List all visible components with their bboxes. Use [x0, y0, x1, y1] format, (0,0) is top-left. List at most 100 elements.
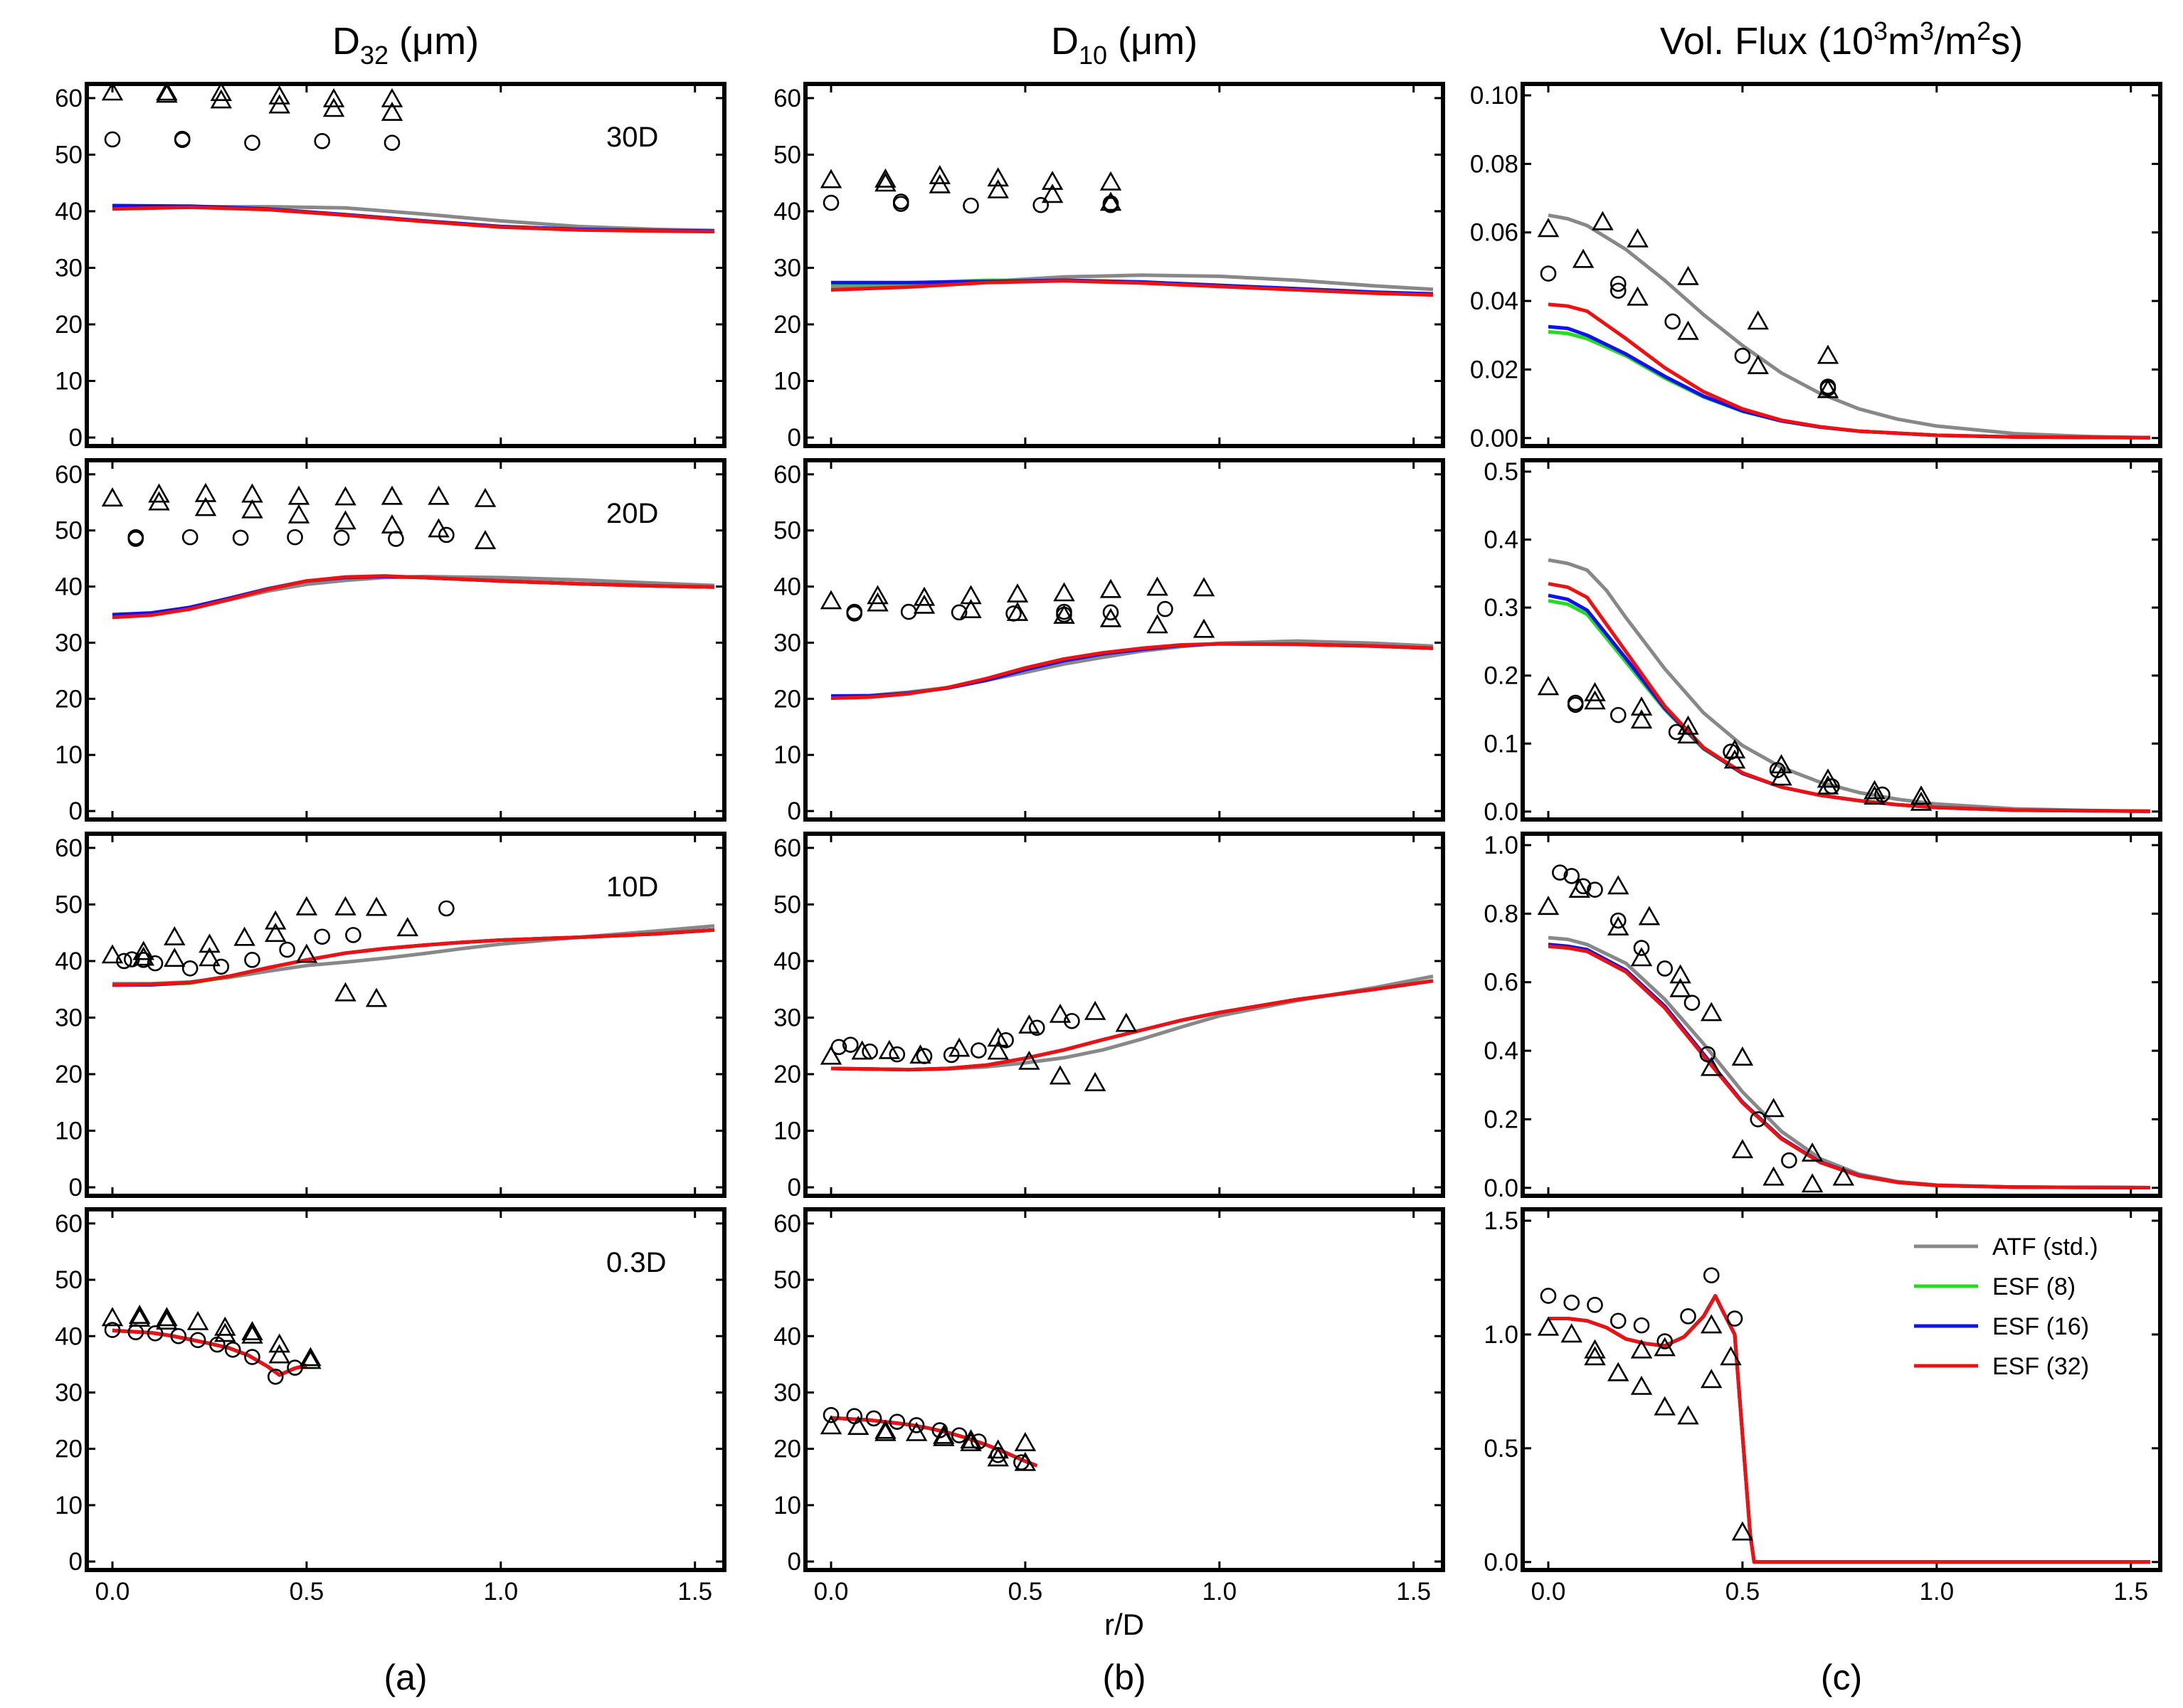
- triangle-marker: [929, 164, 951, 184]
- circle-marker: [951, 604, 968, 621]
- y-tick-label: 20: [55, 311, 83, 339]
- x-axis-label: r/D: [1104, 1608, 1144, 1641]
- y-tick-label: 0.2: [1484, 662, 1518, 690]
- circle-marker: [889, 1413, 906, 1430]
- triangle-marker: [264, 910, 287, 930]
- circle-marker: [104, 1322, 121, 1338]
- panel-r3-c1: 0 10 20 30 40 50 60 0.0 0.5 1.0 1.5: [773, 1207, 1445, 1606]
- circle-marker: [823, 194, 840, 211]
- y-tick-label: 60: [55, 834, 83, 862]
- triangle-marker: [1627, 286, 1649, 306]
- triangle-marker: [1537, 1316, 1560, 1336]
- y-tick-label: 0.0: [1484, 798, 1518, 826]
- y-tick-label: 20: [773, 1436, 801, 1463]
- triangle-marker: [1731, 1139, 1754, 1159]
- x-tick-label: 1.0: [483, 1578, 518, 1606]
- triangle-marker: [199, 947, 221, 967]
- triangle-marker: [1669, 977, 1691, 997]
- triangle-marker: [1014, 1432, 1037, 1451]
- panel-frame: [1521, 82, 2162, 448]
- y-tick-label: 30: [55, 1379, 83, 1406]
- triangle-marker: [987, 1027, 1009, 1047]
- triangle-marker: [1770, 766, 1792, 786]
- y-tick-label: 40: [773, 948, 801, 975]
- y-tick-label: 50: [55, 891, 83, 918]
- triangle-marker: [1607, 916, 1629, 935]
- triangle-marker: [1099, 608, 1122, 627]
- triangle-marker: [268, 1333, 290, 1353]
- triangle-marker: [264, 923, 287, 943]
- y-tick-label: 60: [773, 85, 801, 112]
- panel-frame: [1521, 1207, 2162, 1572]
- triangle-marker: [1700, 1369, 1723, 1389]
- triangle-marker: [1627, 228, 1649, 248]
- y-tick-label: 30: [773, 254, 801, 282]
- circle-marker: [181, 529, 199, 546]
- x-tick-label: 1.0: [1202, 1578, 1237, 1606]
- x-tick-label: 1.5: [1396, 1578, 1431, 1606]
- triangle-marker: [960, 1432, 982, 1451]
- y-tick-label: 10: [773, 1492, 801, 1519]
- triangle-marker: [287, 504, 310, 524]
- triangle-marker: [1584, 1346, 1606, 1366]
- triangle-marker: [1014, 1451, 1037, 1471]
- triangle-marker: [186, 1310, 209, 1330]
- triangle-marker: [960, 599, 982, 619]
- triangle-marker: [1537, 676, 1560, 696]
- triangle-marker: [396, 917, 419, 937]
- row-label: 30D: [606, 122, 658, 153]
- panel-r2-c1: 0 10 20 30 40 50 60: [773, 832, 1445, 1202]
- triangle-marker: [874, 172, 897, 192]
- y-tick-label: 0: [788, 1174, 801, 1202]
- circle-marker: [1610, 706, 1627, 723]
- triangle-marker: [913, 586, 936, 606]
- triangle-marker: [1700, 1002, 1723, 1022]
- triangle-marker: [334, 982, 356, 1002]
- triangle-marker: [960, 585, 982, 605]
- circle-marker: [116, 953, 132, 970]
- triangle-marker: [194, 497, 217, 516]
- circle-marker: [951, 1427, 968, 1443]
- triangle-marker: [1099, 578, 1122, 598]
- triangle-marker: [1146, 614, 1168, 634]
- y-tick-label: 50: [55, 141, 83, 169]
- circle-marker: [189, 1332, 206, 1349]
- circle-marker: [1157, 600, 1173, 617]
- panel-r0-c1: 0 10 20 30 40 50 60: [773, 82, 1445, 452]
- circle-marker: [1668, 723, 1685, 741]
- triangle-marker: [1723, 749, 1746, 769]
- circle-marker: [1610, 1312, 1627, 1330]
- circle-marker: [1680, 1308, 1696, 1325]
- triangle-marker: [867, 592, 889, 612]
- y-tick-label: 60: [55, 1210, 83, 1238]
- legend-label: ESF (32): [1992, 1353, 2089, 1380]
- triangle-marker: [1049, 1003, 1072, 1023]
- triangle-marker: [128, 1307, 151, 1327]
- triangle-marker: [1817, 768, 1839, 788]
- triangle-marker: [381, 101, 403, 121]
- x-tick-label: 0.5: [1008, 1578, 1043, 1606]
- legend-label: ESF (8): [1992, 1273, 2076, 1300]
- triangle-marker: [1638, 906, 1661, 925]
- y-tick-label: 0.4: [1484, 1037, 1518, 1065]
- panel-r3-c2: 0.0 0.5 1.0 1.5 0.0 0.5 1.0 1.5: [1484, 1207, 2162, 1606]
- circle-marker: [889, 1046, 906, 1063]
- triangle-marker: [101, 1307, 124, 1327]
- triangle-marker: [295, 943, 318, 963]
- y-tick-label: 0.04: [1470, 287, 1518, 315]
- y-tick-label: 20: [773, 1061, 801, 1088]
- triangle-marker: [1607, 1362, 1629, 1381]
- circle-marker: [1552, 864, 1568, 881]
- triangle-marker: [987, 1040, 1009, 1060]
- triangle-marker: [268, 1344, 290, 1364]
- x-tick-label: 1.5: [677, 1578, 712, 1606]
- y-tick-label: 50: [773, 891, 801, 918]
- y-tick-label: 0: [69, 1174, 83, 1202]
- triangle-marker: [929, 174, 951, 193]
- series-line-esf-32: [1548, 302, 2151, 440]
- panel-frame: [803, 458, 1445, 822]
- circle-marker: [1610, 912, 1627, 929]
- panel-frame: [85, 1207, 726, 1572]
- triangle-marker: [1677, 320, 1699, 340]
- triangle-marker: [1677, 724, 1699, 744]
